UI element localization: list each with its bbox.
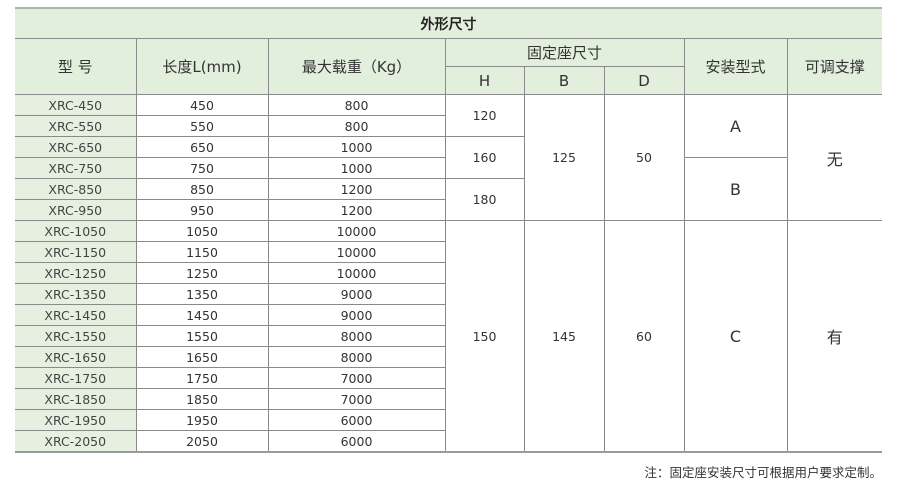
max-load-cell: 7000 <box>267 367 445 389</box>
table-row: XRC-1750 1750 7000 <box>15 367 882 389</box>
max-load-cell: 6000 <box>267 430 445 453</box>
length-cell: 1050 <box>135 220 269 242</box>
max-load-cell: 10000 <box>267 262 445 284</box>
mount-type-cell: C <box>683 220 788 453</box>
max-load-cell: 1200 <box>267 199 445 221</box>
model-cell: XRC-2050 <box>15 430 137 453</box>
adjustable-cell: 无 <box>786 94 882 221</box>
model-cell: XRC-950 <box>15 199 137 221</box>
model-cell: XRC-850 <box>15 178 137 200</box>
table-row: XRC-1050 1050 10000 150 145 60 C 有 <box>15 220 882 453</box>
header-length: 长度L(mm) <box>135 38 269 95</box>
length-cell: 450 <box>135 94 269 116</box>
table-row: XRC-1550 1550 8000 <box>15 325 882 347</box>
length-cell: 550 <box>135 115 269 137</box>
model-cell: XRC-1150 <box>15 241 137 263</box>
adjustable-cell: 有 <box>786 220 882 453</box>
max-load-cell: 1200 <box>267 178 446 200</box>
length-cell: 1950 <box>135 409 269 431</box>
model-cell: XRC-1250 <box>15 262 137 284</box>
max-load-cell: 1000 <box>267 157 446 179</box>
table-row: XRC-1850 1850 7000 <box>15 388 882 410</box>
model-cell: XRC-1650 <box>15 346 137 368</box>
b-cell: 145 <box>523 220 605 453</box>
max-load-cell: 9000 <box>267 283 445 305</box>
d-cell: 50 <box>603 94 685 221</box>
table-title: 外形尺寸 <box>15 7 882 39</box>
length-cell: 1150 <box>135 241 269 263</box>
length-cell: 750 <box>135 157 269 179</box>
model-cell: XRC-650 <box>15 136 137 158</box>
header-mount-type: 安装型式 <box>683 38 788 95</box>
model-cell: XRC-1950 <box>15 409 137 431</box>
header-d: D <box>603 66 684 95</box>
header-b: B <box>523 66 605 95</box>
header-model: 型 号 <box>15 38 137 95</box>
table-row: XRC-1950 1950 6000 <box>15 409 882 431</box>
model-cell: XRC-1850 <box>15 388 137 410</box>
length-cell: 850 <box>135 178 269 200</box>
h-cell: 180 <box>444 178 524 221</box>
max-load-cell: 10000 <box>267 241 445 263</box>
max-load-cell: 9000 <box>267 304 445 326</box>
max-load-cell: 8000 <box>267 325 445 347</box>
length-cell: 1850 <box>135 388 269 410</box>
table-row: XRC-1250 1250 10000 <box>15 262 882 284</box>
mount-type-cell: A <box>683 94 788 158</box>
header-mount-size: 固定座尺寸 <box>444 38 685 67</box>
h-cell: 160 <box>444 136 524 179</box>
model-cell: XRC-1050 <box>15 220 137 242</box>
dimensions-table: 外形尺寸 型 号 长度L(mm) 最大载重（Kg） 固定座尺寸 安装型式 可调支… <box>15 7 882 453</box>
max-load-cell: 8000 <box>267 346 445 368</box>
header-h: H <box>445 66 525 95</box>
length-cell: 1250 <box>135 262 269 284</box>
max-load-cell: 1000 <box>267 136 446 158</box>
length-cell: 950 <box>135 199 269 221</box>
length-cell: 1650 <box>135 346 269 368</box>
length-cell: 650 <box>135 136 269 158</box>
max-load-cell: 800 <box>267 94 446 116</box>
max-load-cell: 10000 <box>267 220 446 242</box>
table-row: XRC-1350 1350 9000 <box>15 283 882 305</box>
d-cell: 60 <box>603 220 685 453</box>
footnote: 注：固定座安装尺寸可根据用户要求定制。 <box>644 465 882 480</box>
table-body: XRC-450 450 800 120 125 50 A 无 XRC-550 550 800 XRC-… <box>15 94 882 453</box>
length-cell: 2050 <box>135 430 269 453</box>
model-cell: XRC-1550 <box>15 325 137 347</box>
model-cell: XRC-750 <box>15 157 137 179</box>
mount-type-cell: B <box>683 157 787 221</box>
length-cell: 1750 <box>135 367 269 389</box>
max-load-cell: 6000 <box>267 409 445 431</box>
max-load-cell: 7000 <box>267 388 445 410</box>
model-cell: XRC-450 <box>15 94 137 116</box>
model-cell: XRC-1450 <box>15 304 137 326</box>
model-cell: XRC-1350 <box>15 283 137 305</box>
max-load-cell: 800 <box>267 115 445 137</box>
length-cell: 1550 <box>135 325 269 347</box>
model-cell: XRC-1750 <box>15 367 137 389</box>
model-cell: XRC-550 <box>15 115 137 137</box>
header-adjustable: 可调支撑 <box>786 38 882 95</box>
table-row: XRC-2050 2050 6000 <box>15 430 882 453</box>
table-row: XRC-850 850 1200 180 <box>15 178 882 221</box>
b-cell: 125 <box>523 94 605 221</box>
length-cell: 1350 <box>135 283 269 305</box>
header-max-load: 最大载重（Kg） <box>267 38 446 95</box>
table-row: XRC-750 750 1000 B <box>15 157 882 221</box>
table-row: XRC-1150 1150 10000 <box>15 241 882 263</box>
h-cell: 120 <box>444 94 525 137</box>
table-row: XRC-450 450 800 120 125 50 A 无 <box>15 94 882 221</box>
length-cell: 1450 <box>135 304 269 326</box>
h-cell: 150 <box>444 220 525 453</box>
